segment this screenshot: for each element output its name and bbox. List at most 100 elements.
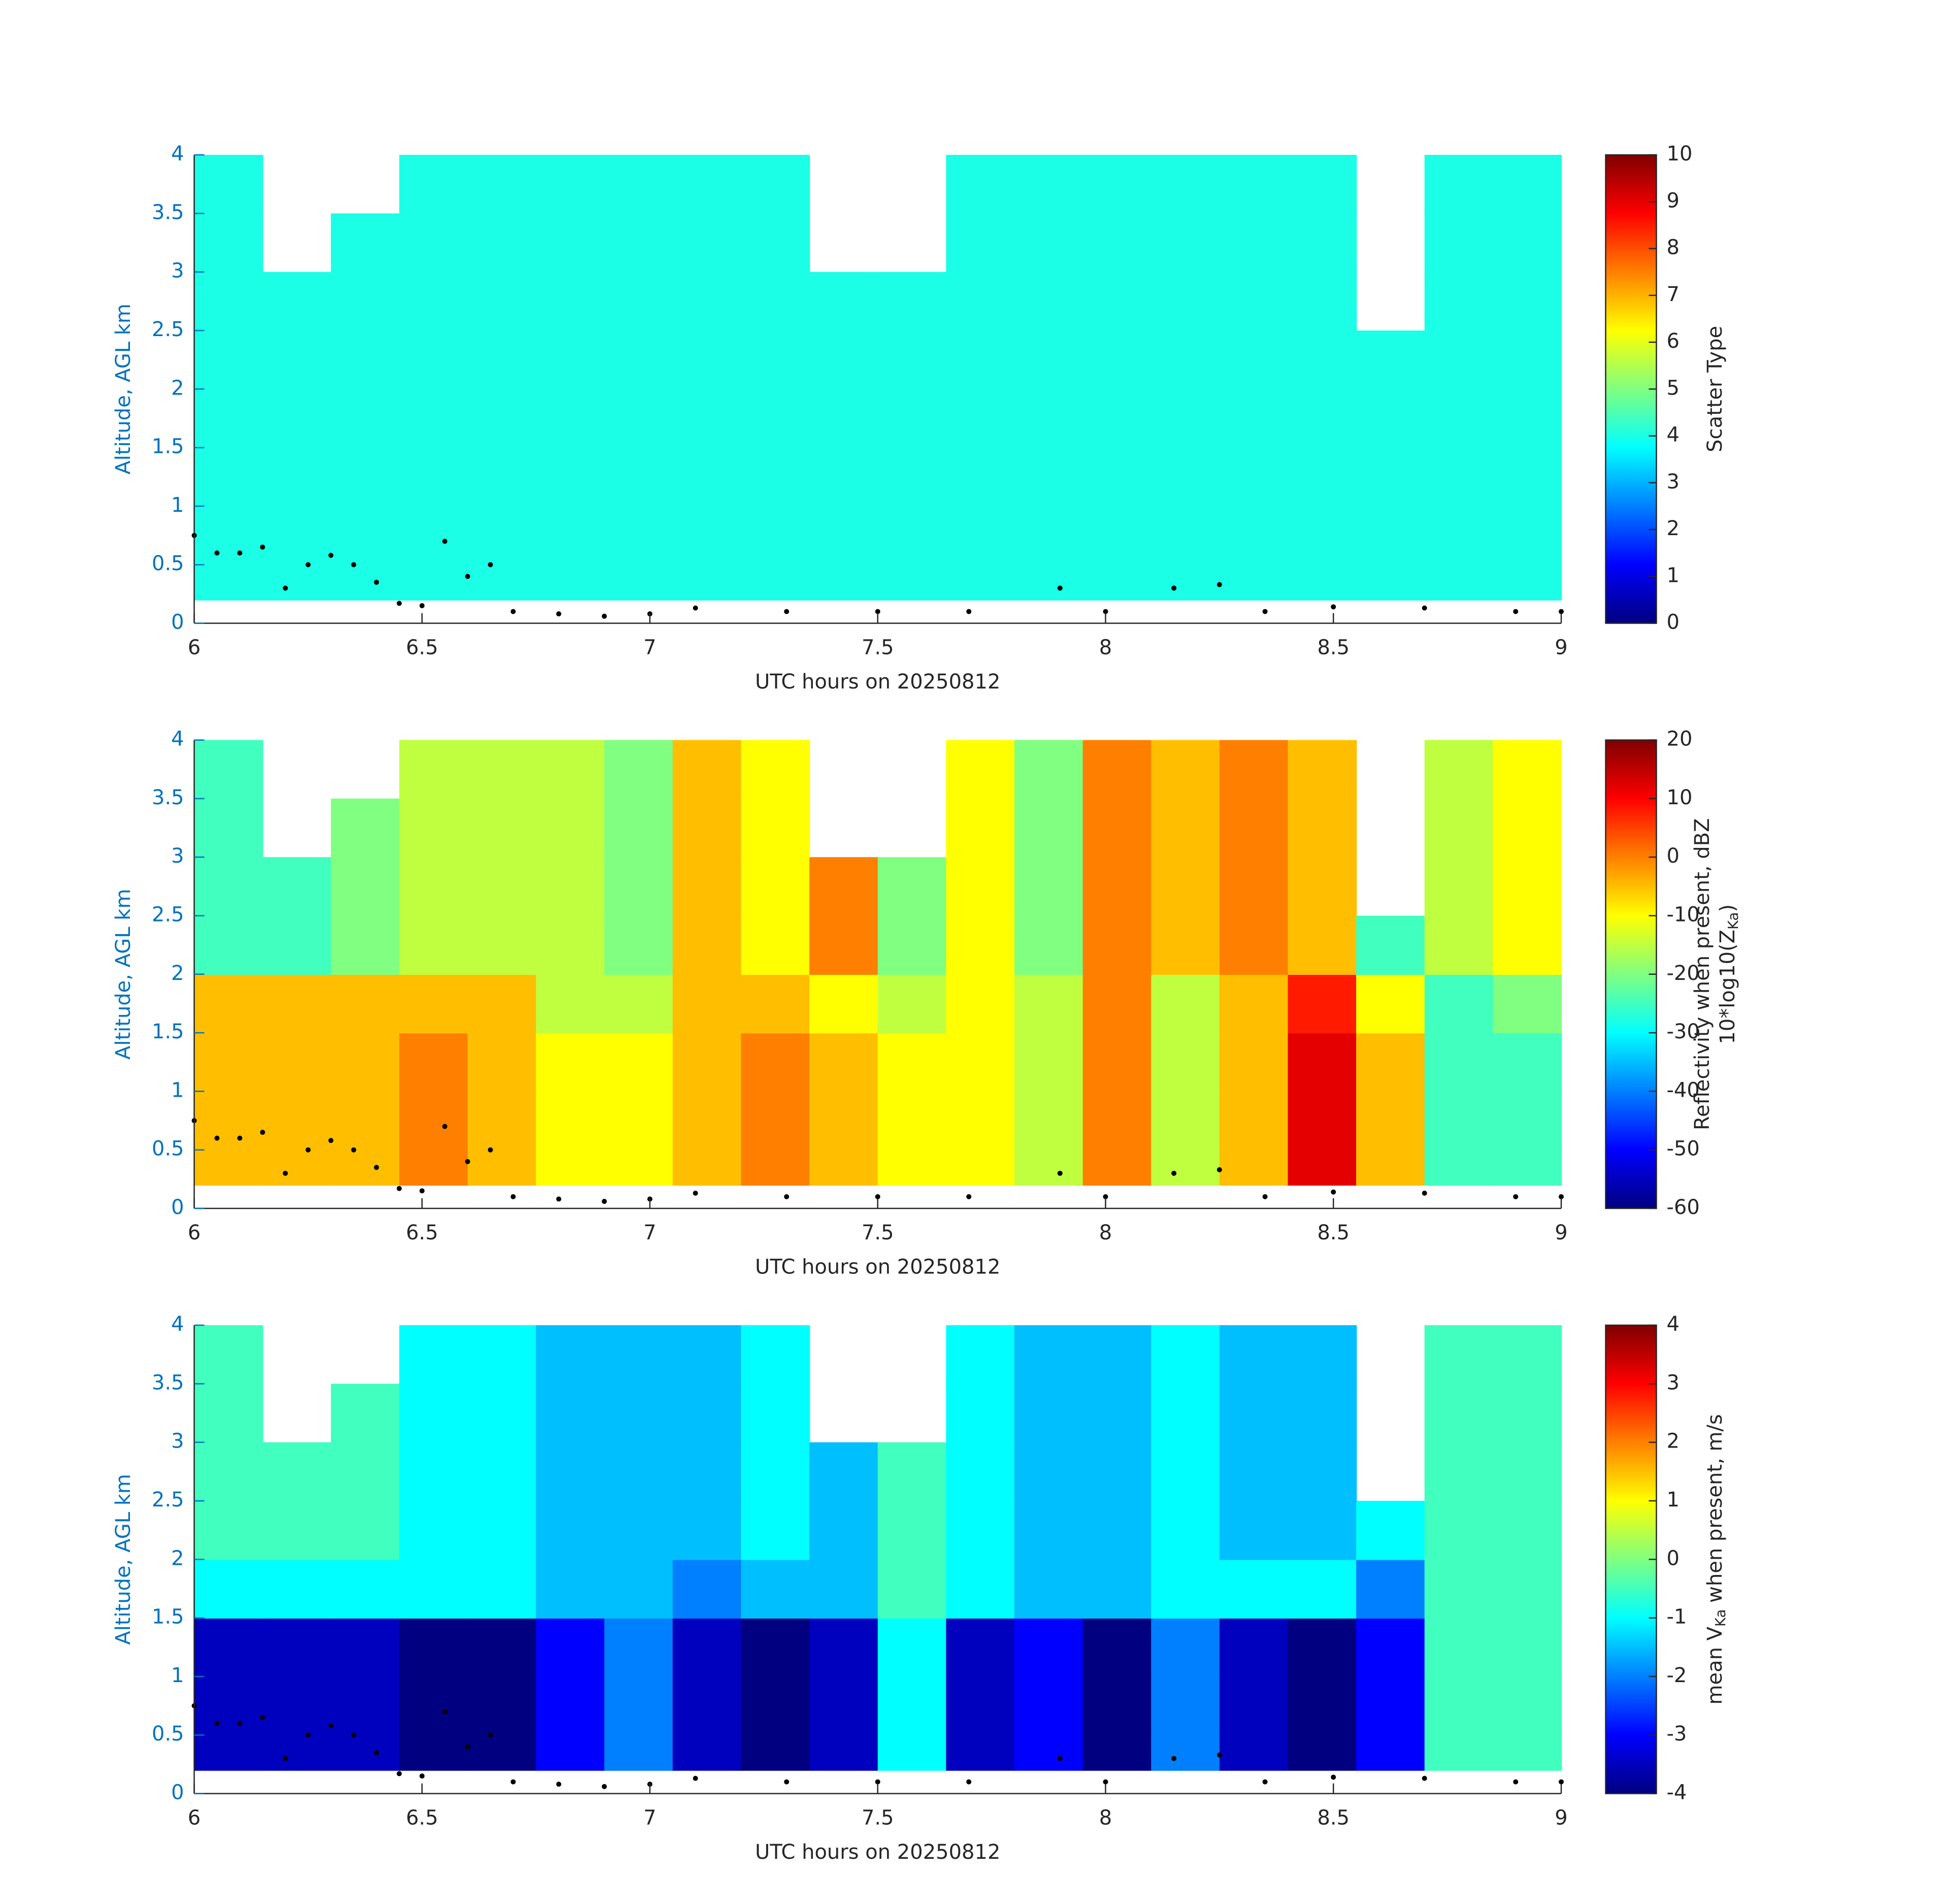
- heat-cell: [536, 1091, 605, 1151]
- cloud-base-dot: [260, 1130, 266, 1135]
- y-tick-label: 0.5: [152, 1137, 184, 1161]
- heat-cell: [468, 155, 537, 214]
- heat-cell: [1288, 1091, 1357, 1151]
- heat-cell: [536, 330, 605, 390]
- heat-cell: [468, 974, 537, 1034]
- x-tick-label: 6.5: [406, 1221, 438, 1244]
- heat-cell: [1151, 1618, 1221, 1678]
- heat-cell: [1014, 1500, 1083, 1560]
- heat-cell: [1219, 974, 1289, 1034]
- heat-cell: [1356, 1150, 1425, 1186]
- x-tick-label: 8: [1099, 636, 1112, 660]
- heat-cell: [1082, 213, 1152, 273]
- heat-cell: [1424, 1618, 1494, 1678]
- heat-cell: [399, 1618, 469, 1678]
- x-tick-label: 9: [1555, 1221, 1567, 1244]
- heat-cell: [1288, 798, 1357, 858]
- heat-cell: [604, 974, 674, 1034]
- colorbar-tick-label: -10: [1667, 903, 1700, 926]
- heat-cell: [1151, 330, 1221, 390]
- heat-cell: [1493, 740, 1562, 800]
- heat-cell: [1356, 1091, 1425, 1151]
- heat-cell: [1014, 1735, 1083, 1771]
- heat-cell: [1151, 213, 1221, 273]
- heat-cell: [1493, 1384, 1562, 1443]
- heat-cell: [1219, 213, 1289, 273]
- heat-cell: [1493, 915, 1562, 975]
- cloud-base-dot: [1171, 585, 1177, 591]
- x-tick-label: 6.5: [406, 636, 438, 660]
- heat-cell: [946, 389, 1015, 448]
- colorbar-label-part: Scatter Type: [1703, 326, 1727, 452]
- heat-cell: [1288, 740, 1357, 800]
- heat-cell: [604, 1325, 674, 1385]
- cloud-base-dot: [510, 1194, 516, 1199]
- heat-cell: [1151, 798, 1221, 858]
- heat-cell: [877, 330, 947, 390]
- heat-cell: [399, 155, 469, 214]
- x-axis-label: UTC hours on 20250812: [755, 1256, 1000, 1279]
- heat-cell: [468, 1676, 537, 1736]
- heat-cell: [331, 1559, 400, 1619]
- heat-cell: [194, 974, 264, 1034]
- heat-cell: [194, 213, 264, 273]
- heat-cell: [468, 1091, 537, 1151]
- heat-cell: [1151, 1442, 1221, 1502]
- x-axis-label: UTC hours on 20250812: [755, 1841, 1000, 1864]
- heat-cell: [1424, 155, 1494, 214]
- heat-cell: [809, 1676, 878, 1736]
- heat-cell: [946, 1676, 1015, 1736]
- heat-cell: [877, 1735, 947, 1771]
- heat-cell: [1493, 1150, 1562, 1186]
- heat-cell: [1356, 565, 1425, 601]
- heat-cell: [1356, 330, 1425, 390]
- cloud-base-dot: [397, 1771, 402, 1777]
- colorbar-tick-label: -30: [1667, 1020, 1700, 1043]
- cloud-base-dot: [465, 1744, 470, 1750]
- x-tick-label: 6.5: [406, 1807, 438, 1830]
- heat-cell: [1014, 330, 1083, 390]
- heat-cell: [399, 915, 469, 975]
- heat-cell: [1288, 506, 1357, 566]
- heat-cell: [741, 1618, 810, 1678]
- heat-cell: [399, 1500, 469, 1560]
- y-tick-label: 2.5: [152, 318, 184, 341]
- y-axis-label: Altitude, AGL km: [112, 304, 135, 475]
- heat-cell: [399, 740, 469, 800]
- x-tick-label: 6: [188, 1807, 201, 1830]
- heat-cell: [1014, 155, 1083, 214]
- heat-cell: [672, 740, 742, 800]
- heat-cell: [536, 447, 605, 507]
- heat-cell: [1219, 389, 1289, 448]
- heat-cell: [1288, 389, 1357, 448]
- heat-cell: [946, 1150, 1015, 1186]
- heat-cell: [331, 1735, 400, 1771]
- heat-cell: [877, 565, 947, 601]
- heat-cell: [672, 1442, 742, 1502]
- heat-cell: [536, 974, 605, 1034]
- heat-cell: [331, 1150, 400, 1186]
- heat-cell: [877, 857, 947, 916]
- heat-cell: [262, 1500, 332, 1560]
- heat-cell: [1493, 1091, 1562, 1151]
- heat-cell: [399, 1033, 469, 1092]
- colorbar-tick-label: -4: [1667, 1781, 1687, 1804]
- heat-cell: [468, 565, 537, 601]
- colorbar-tick-label: -60: [1667, 1196, 1700, 1219]
- heat-cell: [672, 1150, 742, 1186]
- heat-cell: [672, 1676, 742, 1736]
- cloud-base-dot: [1513, 1779, 1519, 1785]
- cloud-base-dot: [351, 1732, 356, 1738]
- heat-cell: [1493, 272, 1562, 332]
- heat-cell: [399, 857, 469, 916]
- x-tick-label: 8: [1099, 1221, 1112, 1244]
- heat-cell: [1219, 1325, 1289, 1385]
- cloud-base-dot: [260, 544, 266, 550]
- heat-cell: [877, 1150, 947, 1186]
- heat-cell: [809, 506, 878, 566]
- x-tick-label: 6: [188, 1221, 201, 1244]
- heat-cell: [946, 447, 1015, 507]
- cloud-base-dot: [1262, 609, 1268, 614]
- y-tick-label: 4: [171, 142, 184, 166]
- cloud-base-dot: [556, 611, 562, 617]
